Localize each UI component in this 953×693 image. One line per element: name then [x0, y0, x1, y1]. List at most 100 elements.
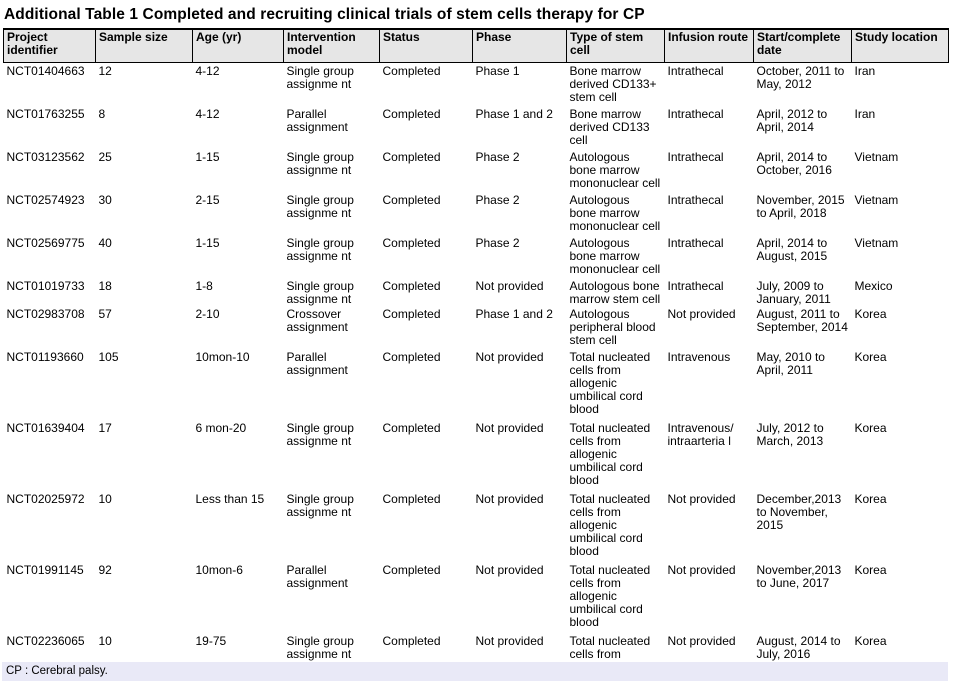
table-row: NCT03123562 25 1-15 Single group assignme n… — [4, 149, 949, 192]
table-cell: 2-10 — [195, 307, 220, 321]
table-cell: Not provided — [475, 634, 544, 648]
table-cell: 10 — [98, 492, 112, 506]
table-cell: NCT02025972 — [6, 492, 85, 506]
header-cell-age-yr: Age (yr) — [192, 28, 284, 63]
table-cell: Korea — [854, 634, 887, 648]
table-cell: Completed — [382, 150, 441, 164]
table-cell: Not provided — [667, 492, 736, 506]
table-cell: Not provided — [475, 492, 544, 506]
table-cell: NCT01019733 — [6, 279, 85, 293]
table-row: NCT02569775 40 1-15 Single group assignme n… — [4, 235, 949, 278]
table-cell: NCT02983708 — [6, 307, 85, 321]
table-cell: Crossover assignment — [286, 307, 348, 334]
table-row: NCT01991145 92 10mon-6 Parallel assignment C… — [4, 562, 949, 633]
table-cell: Not provided — [475, 279, 544, 293]
table-cell: Not provided — [667, 634, 736, 648]
table-cell: August, 2014 to July, 2016 — [756, 634, 841, 661]
table-cell: Autologous bone marrow stem cell — [569, 279, 661, 306]
header-cell-project-identifier: Project identifier — [3, 28, 96, 63]
table-row: NCT02025972 10 Less than 15 Single group as… — [4, 491, 949, 562]
table-cell: Autologous bone marrow mononuclear cell — [569, 236, 661, 276]
table-cell: Autologous peripheral blood stem cell — [569, 307, 656, 347]
table-cell: Single group assignme nt — [286, 193, 354, 220]
table-cell: NCT02574923 — [6, 193, 85, 207]
table-cell: April, 2014 to August, 2015 — [756, 236, 828, 263]
table-cell: Phase 1 and 2 — [475, 107, 553, 121]
table-cell: 8 — [98, 107, 106, 121]
table-cell: 105 — [98, 350, 119, 364]
table-cell: 4-12 — [195, 107, 220, 121]
header-cell-start-complete-date: Start/complete date — [753, 28, 852, 63]
table-cell: 10mon-6 — [195, 563, 243, 577]
table-cell: 12 — [98, 64, 112, 78]
table-cell: Completed — [382, 307, 441, 321]
table-row: NCT01763255 8 4-12 Parallel assignment Compl… — [4, 106, 949, 149]
table-cell: April, 2012 to April, 2014 — [756, 107, 828, 134]
table-row: NCT01404663 12 4-12 Single group assignme n… — [4, 63, 949, 107]
table-cell: Vietnam — [854, 193, 899, 207]
table-cell: Intrathecal — [667, 236, 724, 250]
table-cell: 1-8 — [195, 279, 213, 293]
table-cell: 57 — [98, 307, 112, 321]
table-cell: Phase 2 — [475, 150, 520, 164]
header-cell-intervention-model: Intervention model — [283, 28, 380, 63]
table-cell: 1-15 — [195, 236, 220, 250]
table-cell: Single group assignme nt — [286, 634, 354, 661]
table-cell: Total nucleated cells from allogenic umb… — [569, 421, 651, 487]
table-cell: Not provided — [667, 563, 736, 577]
header-cell-study-location: Study location — [851, 28, 949, 63]
header-cell-status: Status — [379, 28, 473, 63]
header-cell-phase: Phase — [472, 28, 567, 63]
table-cell: Parallel assignment — [286, 350, 348, 377]
clinical-trials-table: Project identifier Sample size Age (yr) Int… — [3, 28, 949, 661]
table-cell: Not provided — [667, 307, 736, 321]
table-cell: Completed — [382, 107, 441, 121]
table-cell: Completed — [382, 350, 441, 364]
table-cell: Phase 2 — [475, 193, 520, 207]
table-cell: 30 — [98, 193, 112, 207]
table-cell: Intrathecal — [667, 150, 724, 164]
table-cell: 18 — [98, 279, 112, 293]
table-cell: NCT01193660 — [6, 350, 84, 364]
table-cell: Intrathecal — [667, 64, 724, 78]
table-cell: Completed — [382, 421, 441, 435]
table-body: NCT01404663 12 4-12 Single group assignme n… — [4, 63, 949, 662]
table-cell: Completed — [382, 236, 441, 250]
table-cell: NCT01639404 — [6, 421, 85, 435]
table-cell: July, 2012 to March, 2013 — [756, 421, 824, 448]
table-cell: NCT01404663 — [6, 64, 85, 78]
table-cell: Completed — [382, 279, 441, 293]
table-cell: Autologous bone marrow mononuclear cell — [569, 150, 661, 190]
table-cell: NCT03123562 — [6, 150, 85, 164]
table-cell: Intravenous/ intraarteria l — [667, 421, 734, 448]
table-cell: October, 2011 to May, 2012 — [756, 64, 845, 91]
table-cell: Completed — [382, 563, 441, 577]
table-cell: Not provided — [475, 563, 544, 577]
table-cell: December,2013 to November, 2015 — [756, 492, 842, 532]
table-cell: May, 2010 to April, 2011 — [756, 350, 825, 377]
table-header: Project identifier Sample size Age (yr) Int… — [3, 28, 949, 63]
table-cell: Total nucleated cells from allogenic umb… — [569, 350, 651, 416]
table-cell: NCT01763255 — [6, 107, 85, 121]
table-cell: 19-75 — [195, 634, 227, 648]
table-cell: Autologous bone marrow mononuclear cell — [569, 193, 661, 233]
table-cell: November,2013 to June, 2017 — [756, 563, 842, 590]
table-row: NCT02983708 57 2-10 Crossover assignment Com… — [4, 306, 949, 349]
table-row: NCT02574923 30 2-15 Single group assignme n… — [4, 192, 949, 235]
table-cell: NCT02236065 — [6, 634, 85, 648]
table-cell: Completed — [382, 64, 441, 78]
table-cell: Korea — [854, 350, 887, 364]
table-cell: Single group assignme nt — [286, 236, 354, 263]
table-cell: Korea — [854, 492, 887, 506]
table-cell: 10 — [98, 634, 112, 648]
header-cell-type-of-stem-cell: Type of stem cell — [566, 28, 665, 63]
table-cell: November, 2015 to April, 2018 — [756, 193, 845, 220]
table-cell: Single group assignme nt — [286, 421, 354, 448]
table-cell: 17 — [98, 421, 112, 435]
table-cell: 4-12 — [195, 64, 220, 78]
table-cell: Total nucleated cells from allogenic umb… — [569, 563, 651, 629]
table-cell: 1-15 — [195, 150, 220, 164]
header-cell-sample-size: Sample size — [95, 28, 193, 63]
table-cell: April, 2014 to October, 2016 — [756, 150, 832, 177]
